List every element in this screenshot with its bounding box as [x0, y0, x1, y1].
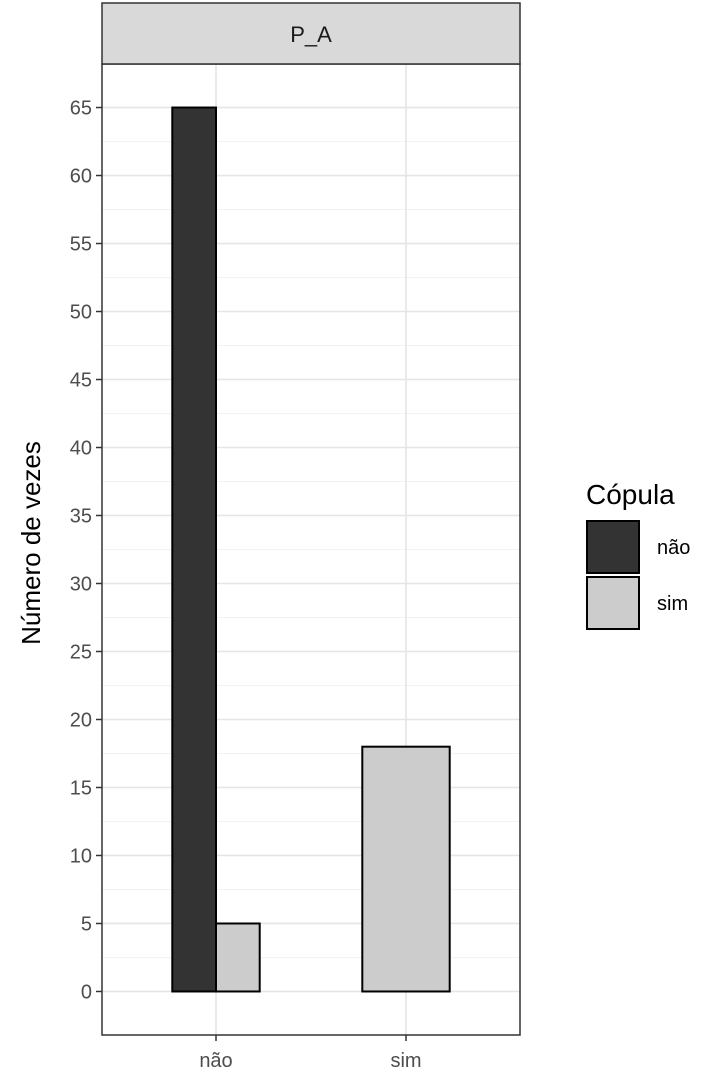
facet-strip — [101, 2, 521, 65]
y-tick-label: 5 — [81, 913, 92, 935]
x-axis: não sim — [199, 1035, 422, 1072]
y-tick-label: 10 — [70, 845, 92, 867]
bars — [171, 106, 451, 993]
y-tick-label: 20 — [70, 709, 92, 731]
gridlines — [102, 64, 520, 1035]
y-tick-label: 65 — [70, 98, 92, 120]
x-tick-label: não — [199, 1050, 232, 1072]
x-tick-label: sim — [390, 1050, 421, 1072]
y-axis-title: Número de vezes — [16, 441, 46, 645]
legend-key-não — [586, 520, 640, 574]
facet-strip-label: P_A — [290, 22, 332, 47]
y-tick-label: 55 — [70, 234, 92, 256]
y-tick-label: 30 — [70, 573, 92, 595]
bar-sim-sim — [361, 745, 451, 993]
bar-não-não — [171, 106, 218, 993]
y-tick-label: 25 — [70, 641, 92, 663]
bar-não-sim — [215, 922, 261, 993]
legend-key-sim — [586, 576, 640, 630]
y-tick-label: 50 — [70, 302, 92, 324]
y-tick-label: 15 — [70, 777, 92, 799]
y-tick-label: 60 — [70, 166, 92, 188]
legend: Cópula não sim — [586, 479, 690, 630]
y-tick-label: 45 — [70, 370, 92, 392]
legend-label-não: não — [657, 537, 690, 559]
y-axis: 0 5 10 15 20 25 30 35 40 45 50 55 60 65 — [70, 98, 102, 1003]
y-tick-label: 35 — [70, 506, 92, 528]
y-tick-label: 0 — [81, 981, 92, 1003]
legend-title: Cópula — [586, 479, 675, 510]
y-tick-label: 40 — [70, 438, 92, 460]
legend-label-sim: sim — [657, 593, 688, 615]
